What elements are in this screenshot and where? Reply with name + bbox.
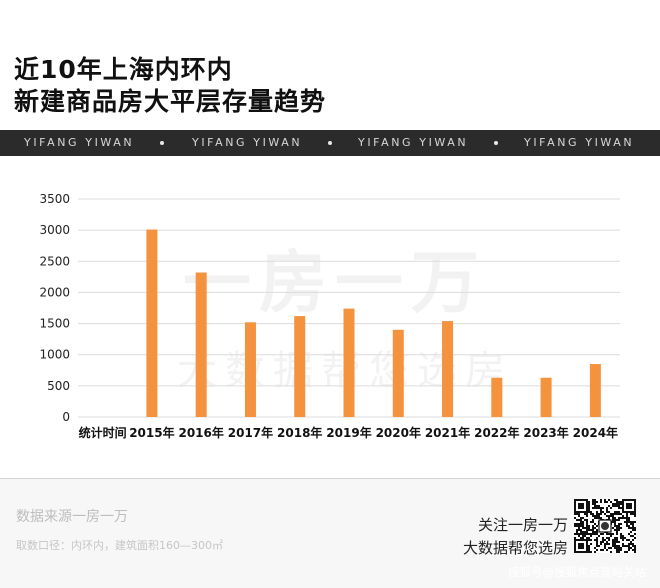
x-tick-label: 2021年 xyxy=(425,425,470,440)
bar-2019年 xyxy=(343,308,355,417)
credit-text: 搜狐号@搜狐焦点嘉峪关站 xyxy=(508,565,646,579)
band-text-1: YIFANG YIWAN xyxy=(24,136,135,149)
x-axis-ticks: 统计时间 2015年 2016年 2017年 2018年 2019年 2020年 2021年 2… xyxy=(79,425,618,440)
bar-2017年 xyxy=(244,322,256,417)
band-text-3: YIFANG YIWAN xyxy=(358,136,469,149)
y-tick-label: 3500 xyxy=(39,192,70,206)
bar-2015年 xyxy=(146,229,158,417)
y-tick-label: 0 xyxy=(62,410,70,424)
x-tick-label: 2015年 xyxy=(129,425,174,440)
bar-chart-svg: 一房一万 大数据帮您选房 050010001500200025003000350… xyxy=(39,192,620,440)
bar-2024年 xyxy=(589,364,601,417)
follow-line-2: 大数据帮您选房 xyxy=(462,539,568,557)
footer-panel xyxy=(0,479,660,588)
title-line-1: 近10年上海内环内 xyxy=(14,55,233,84)
band-text-4: YIFANG YIWAN xyxy=(524,136,635,149)
qr-code-icon[interactable] xyxy=(574,499,636,553)
chart-title: 近10年上海内环内 新建商品房大平层存量趋势 xyxy=(14,54,326,118)
watermark-line-1: 一房一万 xyxy=(183,243,487,323)
bar-2020年 xyxy=(392,329,404,417)
y-tick-label: 2000 xyxy=(39,285,70,299)
title-line-2: 新建商品房大平层存量趋势 xyxy=(14,87,327,116)
bullet-dot-icon xyxy=(160,141,164,145)
y-tick-label: 500 xyxy=(47,379,70,393)
x-tick-label: 2020年 xyxy=(376,425,421,440)
y-tick-label: 3000 xyxy=(39,223,70,237)
brand-band: YIFANG YIWAN YIFANG YIWAN YIFANG YIWAN Y… xyxy=(0,130,660,156)
footer-divider xyxy=(0,478,660,479)
bar-2018年 xyxy=(294,316,306,417)
x-tick-label: 2022年 xyxy=(474,425,519,440)
x-tick-label: 统计时间 xyxy=(79,425,127,440)
x-tick-label: 2024年 xyxy=(573,425,618,440)
y-tick-label: 1000 xyxy=(39,348,70,362)
bar-2021年 xyxy=(442,321,454,417)
x-tick-label: 2018年 xyxy=(277,425,322,440)
follow-line-1: 关注一房一万 xyxy=(477,516,568,534)
bar-2022年 xyxy=(491,377,503,417)
y-tick-label: 2500 xyxy=(39,254,70,268)
scope-note: 取数口径：内环内，建筑面积160—300㎡ xyxy=(16,539,223,552)
bullet-dot-icon xyxy=(494,141,498,145)
band-text-2: YIFANG YIWAN xyxy=(192,136,303,149)
y-tick-label: 1500 xyxy=(39,317,70,331)
source-note: 数据来源一房一万 xyxy=(16,509,128,525)
bars xyxy=(146,229,601,417)
bar-chart: 一房一万 大数据帮您选房 050010001500200025003000350… xyxy=(0,178,660,450)
y-axis-ticks: 0 500 1000 1500 2000 2500 3000 3500 xyxy=(39,192,70,424)
bar-2023年 xyxy=(540,377,552,417)
bar-2016年 xyxy=(195,272,207,417)
follow-prompt: 关注一房一万 大数据帮您选房 xyxy=(463,514,568,560)
bullet-dot-icon xyxy=(328,141,332,145)
x-tick-label: 2023年 xyxy=(523,425,568,440)
x-tick-label: 2016年 xyxy=(178,425,223,440)
x-tick-label: 2019年 xyxy=(326,425,371,440)
x-tick-label: 2017年 xyxy=(228,425,273,440)
